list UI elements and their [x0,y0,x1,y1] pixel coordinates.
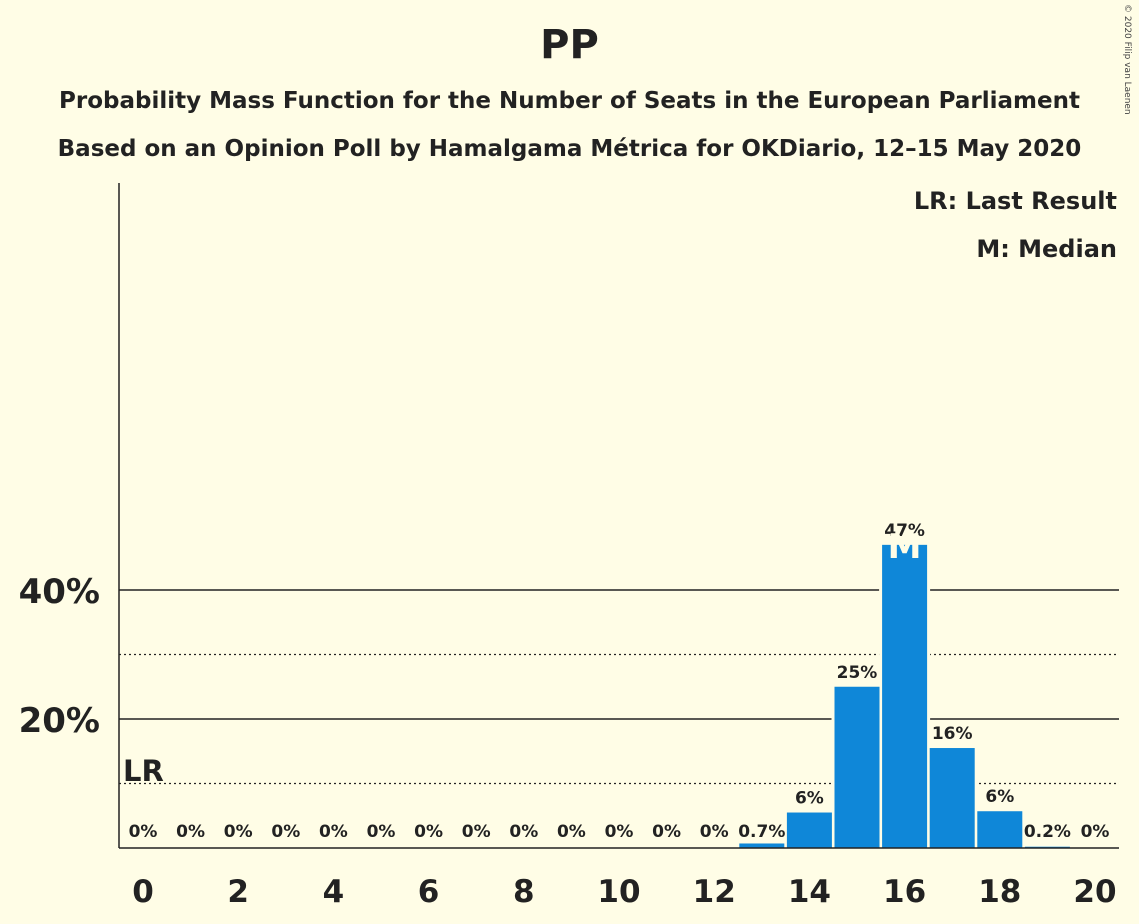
bar-halo [1021,840,1073,848]
y-tick-label: 40% [19,572,100,612]
legend-median: M: Median [976,235,1117,263]
x-tick-label: 12 [693,874,736,910]
x-tick-label: 6 [418,874,440,910]
bar [786,812,832,848]
data-label: 0% [557,822,586,842]
bar [929,748,975,848]
bar [834,686,880,848]
x-tick-label: 10 [597,874,640,910]
data-label: 0% [414,822,443,842]
bar-halo [736,837,788,848]
bar [882,544,928,848]
data-label: 6% [985,787,1014,807]
data-label: 6% [795,789,824,809]
data-label: 16% [932,724,973,744]
x-tick-label: 16 [883,874,926,910]
bar [739,843,785,848]
x-tick-label: 4 [323,874,345,910]
data-label: 0% [129,822,158,842]
chart-subtitle-1: Probability Mass Function for the Number… [59,88,1080,114]
data-label: 47% [884,521,925,541]
data-label: 0% [224,822,253,842]
data-label: 0% [176,822,205,842]
chart-title: PP [540,22,599,68]
median-marker: M [888,527,922,567]
data-label: 0% [271,822,300,842]
data-label: 0% [319,822,348,842]
data-label: 0% [605,822,634,842]
data-label: 25% [837,663,878,683]
data-label: 0% [700,822,729,842]
data-label: 0.2% [1024,822,1071,842]
data-label: 0% [652,822,681,842]
x-tick-label: 14 [788,874,831,910]
data-label: 0.7% [738,822,785,842]
x-tick-label: 18 [978,874,1021,910]
x-tick-label: 0 [132,874,154,910]
x-tick-label: 8 [513,874,535,910]
chart-subtitle-2: Based on an Opinion Poll by Hamalgama Mé… [57,136,1082,162]
last-result-marker: LR [123,754,164,788]
bar [977,811,1023,848]
x-tick-label: 20 [1073,874,1116,910]
data-label: 0% [462,822,491,842]
data-label: 0% [509,822,538,842]
x-tick-label: 2 [227,874,249,910]
y-tick-label: 20% [19,701,100,741]
data-label: 0% [1081,822,1110,842]
legend-last-result: LR: Last Result [914,187,1117,215]
data-label: 0% [367,822,396,842]
